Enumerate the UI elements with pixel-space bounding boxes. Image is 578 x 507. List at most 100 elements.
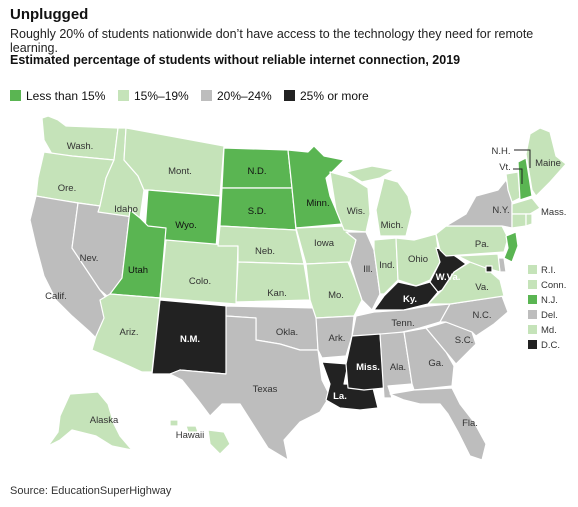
label-sc: S.C. — [455, 335, 473, 346]
label-az: Ariz. — [120, 327, 139, 338]
state-pa — [435, 225, 509, 257]
label-ga: Ga. — [428, 358, 443, 369]
label-wa: Wash. — [67, 141, 94, 152]
legend-swatch — [118, 90, 129, 101]
label-ne: Neb. — [255, 246, 275, 257]
small-state-swatch-md — [528, 325, 537, 334]
state-il — [345, 231, 381, 311]
label-nh: N.H. — [492, 146, 511, 157]
state-fl — [389, 387, 487, 461]
label-ut: Utah — [128, 265, 148, 276]
legend-item-less-than-15: Less than 15% — [10, 89, 105, 103]
label-ny: N.Y. — [492, 205, 509, 216]
label-ok: Okla. — [276, 327, 298, 338]
label-oh: Ohio — [408, 254, 428, 265]
label-vt: Vt. — [499, 162, 511, 173]
label-la: La. — [333, 391, 347, 402]
small-state-swatch-de — [528, 310, 537, 319]
label-wv: W.Va. — [436, 272, 461, 283]
label-pa: Pa. — [475, 239, 489, 250]
legend-swatch — [201, 90, 212, 101]
state-mo — [305, 261, 363, 319]
state-ny — [445, 179, 513, 229]
label-ms: Miss. — [356, 362, 380, 373]
label-ks: Kan. — [267, 288, 287, 299]
small-state-swatch-ct — [528, 280, 537, 289]
small-state-key: R.I. Conn. N.J. Del. Md. D.C. — [528, 265, 566, 351]
leader-line-vt — [513, 168, 523, 184]
label-mi: Mich. — [381, 220, 404, 231]
state-ut — [109, 209, 167, 299]
page-subtitle: Roughly 20% of students nationwide don’t… — [10, 27, 534, 55]
small-state-swatch-ri — [528, 265, 537, 274]
label-me: Maine — [535, 158, 561, 169]
legend-item-15-19: 15%–19% — [118, 89, 189, 103]
state-tx — [169, 315, 331, 461]
label-id: Idaho — [114, 204, 138, 215]
state-nj — [503, 231, 519, 263]
small-state-label-dc: D.C. — [541, 340, 560, 351]
small-state-label-ri: R.I. — [541, 265, 556, 276]
label-nm: N.M. — [180, 334, 200, 345]
state-hi-small — [169, 419, 179, 427]
state-vt — [505, 171, 521, 203]
label-ia: Iowa — [314, 238, 335, 249]
legend-label: 25% or more — [300, 89, 369, 103]
state-ma — [511, 197, 541, 215]
leader-line-nh — [514, 149, 531, 168]
small-state-label-ct: Conn. — [541, 280, 566, 291]
legend-label: 20%–24% — [217, 89, 272, 103]
page-title: Unplugged — [10, 6, 89, 23]
source-note: Source: EducationSuperHighway — [10, 485, 172, 497]
state-co — [159, 239, 239, 305]
label-co: Colo. — [189, 276, 211, 287]
label-il: Ill. — [363, 264, 373, 275]
state-ar — [315, 315, 355, 359]
label-wi: Wis. — [347, 206, 365, 217]
label-tn: Tenn. — [391, 318, 414, 329]
label-fl: Fla. — [462, 418, 478, 429]
label-mo: Mo. — [328, 290, 344, 301]
state-mn — [287, 145, 345, 229]
state-ak — [47, 391, 133, 451]
label-hi: Hawaii — [176, 430, 205, 441]
label-tx: Texas — [253, 384, 278, 395]
label-va: Va. — [475, 282, 489, 293]
map-title: Estimated percentage of students without… — [10, 53, 461, 67]
state-mi — [345, 165, 413, 237]
label-sd: S.D. — [248, 206, 266, 217]
label-nd: N.D. — [248, 166, 267, 177]
label-nc: N.C. — [473, 310, 492, 321]
label-nv: Nev. — [80, 253, 99, 264]
label-in: Ind. — [379, 260, 395, 271]
label-ar: Ark. — [329, 333, 346, 344]
small-state-label-de: Del. — [541, 310, 558, 321]
state-ri — [525, 213, 533, 227]
small-state-label-md: Md. — [541, 325, 557, 336]
small-state-label-nj: N.J. — [541, 295, 558, 306]
state-wi — [329, 171, 371, 233]
label-ak: Alaska — [90, 415, 119, 426]
label-ma: Mass. — [541, 207, 566, 218]
label-mn: Minn. — [306, 198, 329, 209]
state-ct — [511, 213, 527, 229]
state-wv — [429, 247, 467, 293]
label-ky: Ky. — [403, 294, 417, 305]
legend-swatch — [10, 90, 21, 101]
label-wy: Wyo. — [175, 220, 197, 231]
label-or: Ore. — [58, 183, 76, 194]
small-state-swatch-nj — [528, 295, 537, 304]
legend-label: 15%–19% — [134, 89, 189, 103]
legend-item-25-or-more: 25% or more — [284, 89, 369, 103]
state-me — [525, 127, 567, 197]
legend-swatch — [284, 90, 295, 101]
legend-item-20-24: 20%–24% — [201, 89, 272, 103]
state-dc — [485, 265, 493, 273]
label-mt: Mont. — [168, 166, 192, 177]
state-hi — [169, 419, 231, 455]
label-ca: Calif. — [45, 291, 67, 302]
legend-label: Less than 15% — [26, 89, 106, 103]
small-state-swatch-dc — [528, 340, 537, 349]
label-al: Ala. — [390, 362, 406, 373]
